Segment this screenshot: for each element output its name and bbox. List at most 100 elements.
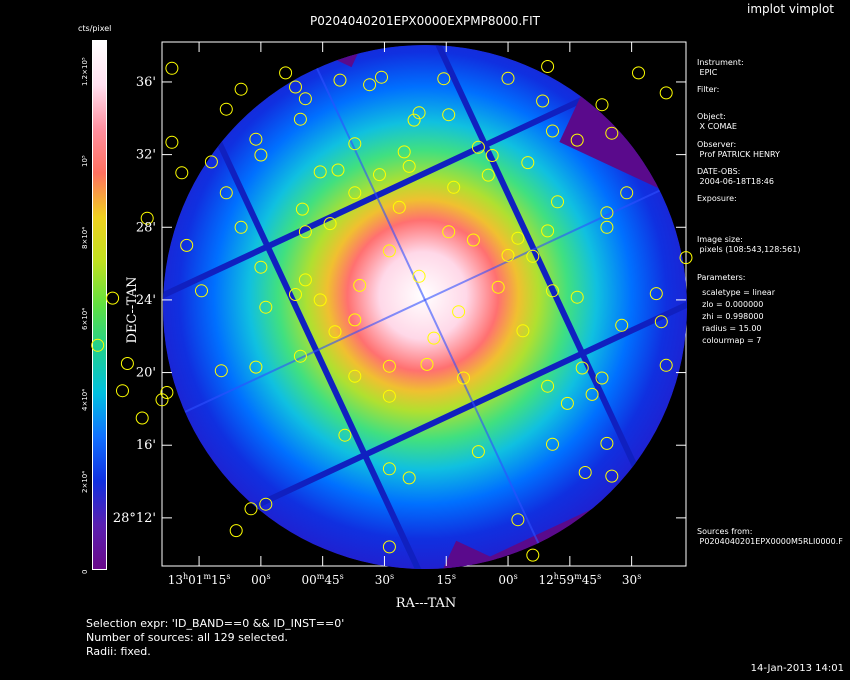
- source-circle: [135, 411, 149, 425]
- source-circle: [331, 163, 345, 177]
- source-circle: [526, 548, 540, 562]
- source-circle: [560, 396, 574, 410]
- x-axis-ticks: 13h01m15s 00s 00m45s 30s 15s 00s 12h59m45s 30s: [168, 42, 641, 587]
- source-circle: [595, 98, 609, 112]
- info-instrument-label: Instrument:: [697, 58, 744, 67]
- x-tick-label: 13h01m15s: [168, 572, 231, 587]
- source-circle: [392, 200, 406, 214]
- source-circle: [313, 293, 327, 307]
- selection-expression: Selection expr: 'ID_BAND==0 && ID_INST==…: [86, 617, 345, 630]
- plot-title: P0204040201EPX0000EXPMP8000.FIT: [310, 14, 540, 28]
- x-tick-label: 00s: [251, 572, 270, 587]
- info-param-radius: radius = 15.00: [697, 324, 762, 333]
- source-circle: [229, 524, 243, 538]
- x-axis-label: RA---TAN: [396, 596, 457, 611]
- source-circle: [219, 102, 233, 116]
- source-circle: [106, 291, 120, 305]
- y-tick-label: 16': [136, 438, 156, 453]
- y-axis-label: DEC--TAN: [125, 277, 140, 344]
- source-circle: [526, 249, 540, 263]
- x-tick-label: 30s: [375, 572, 394, 587]
- info-observer-label: Observer:: [697, 140, 737, 149]
- source-circle: [541, 379, 555, 393]
- source-circle: [175, 166, 189, 180]
- info-object: X COMAE: [697, 122, 737, 131]
- source-circle: [600, 220, 614, 234]
- source-circle: [551, 195, 564, 209]
- source-circle: [348, 186, 362, 200]
- y-tick-label: 28°12': [113, 511, 156, 526]
- source-circle: [259, 300, 273, 314]
- source-circle: [600, 206, 614, 220]
- source-circle: [442, 225, 456, 239]
- info-date: 2004-06-18T18:46: [697, 177, 774, 186]
- source-circle: [585, 387, 599, 401]
- source-circle: [397, 145, 411, 159]
- source-circle: [536, 94, 550, 108]
- source-circle: [654, 315, 668, 329]
- colorbar-unit-label: cts/pixel: [78, 24, 112, 33]
- source-circle: [570, 290, 584, 304]
- source-circle: [605, 126, 619, 140]
- source-circle: [289, 80, 302, 94]
- source-circle: [600, 436, 614, 450]
- source-circle: [338, 428, 352, 442]
- source-circle: [244, 502, 258, 516]
- source-circle: [363, 78, 377, 92]
- source-circle: [615, 318, 629, 332]
- x-tick-label: 30s: [622, 572, 641, 587]
- source-circle: [659, 358, 673, 372]
- chip-gap: [309, 54, 545, 555]
- source-circle: [323, 217, 337, 231]
- source-circle: [546, 284, 559, 298]
- source-circle: [620, 186, 634, 200]
- source-circle: [204, 155, 218, 169]
- info-instrument: EPIC: [697, 68, 718, 77]
- source-circle: [254, 148, 268, 162]
- source-circle: [353, 278, 367, 292]
- source-circle: [295, 202, 309, 216]
- source-circle: [254, 260, 268, 274]
- info-sources-label: Sources from:: [697, 527, 753, 536]
- source-circle: [570, 133, 584, 147]
- source-circle: [521, 156, 535, 170]
- source-circle: [234, 220, 248, 234]
- source-circle: [249, 132, 263, 146]
- source-circle: [382, 244, 396, 258]
- source-circle: [457, 371, 470, 385]
- source-circle: [471, 445, 485, 459]
- y-tick-label: 24': [136, 293, 156, 308]
- source-circle: [91, 338, 105, 352]
- source-circle: [195, 284, 208, 298]
- source-circle: [501, 71, 515, 85]
- info-param-zlo: zlo = 0.000000: [697, 300, 764, 309]
- info-size-label: Image size:: [697, 235, 743, 244]
- source-circle: [511, 231, 525, 245]
- x-tick-label: 00s: [498, 572, 517, 587]
- source-circle: [348, 369, 362, 383]
- source-circle: [412, 269, 426, 283]
- info-sources: P0204040201EPX0000M5RLI0000.F: [697, 537, 843, 546]
- source-circle: [437, 72, 451, 86]
- source-circle: [541, 224, 555, 238]
- chip-gap: [416, 45, 655, 505]
- mosaic-fill: [163, 45, 687, 569]
- source-circle: [546, 124, 559, 138]
- source-circle: [511, 513, 525, 527]
- source-circle: [471, 140, 485, 154]
- source-circle: [501, 248, 515, 262]
- radii-note: Radii: fixed.: [86, 645, 151, 658]
- source-circle: [605, 469, 619, 483]
- source-circle: [632, 66, 645, 80]
- source-circle: [328, 325, 342, 339]
- x-tick-label: 00m45s: [302, 572, 344, 587]
- info-param-colourmap: colourmap = 7: [697, 336, 762, 345]
- info-params-label: Parameters:: [697, 273, 746, 282]
- source-circle: [491, 280, 505, 294]
- off-chip-region: [163, 380, 176, 503]
- y-tick-label: 28': [136, 220, 156, 235]
- source-circle: [427, 331, 441, 345]
- source-circle: [649, 287, 663, 301]
- source-circle: [382, 389, 396, 403]
